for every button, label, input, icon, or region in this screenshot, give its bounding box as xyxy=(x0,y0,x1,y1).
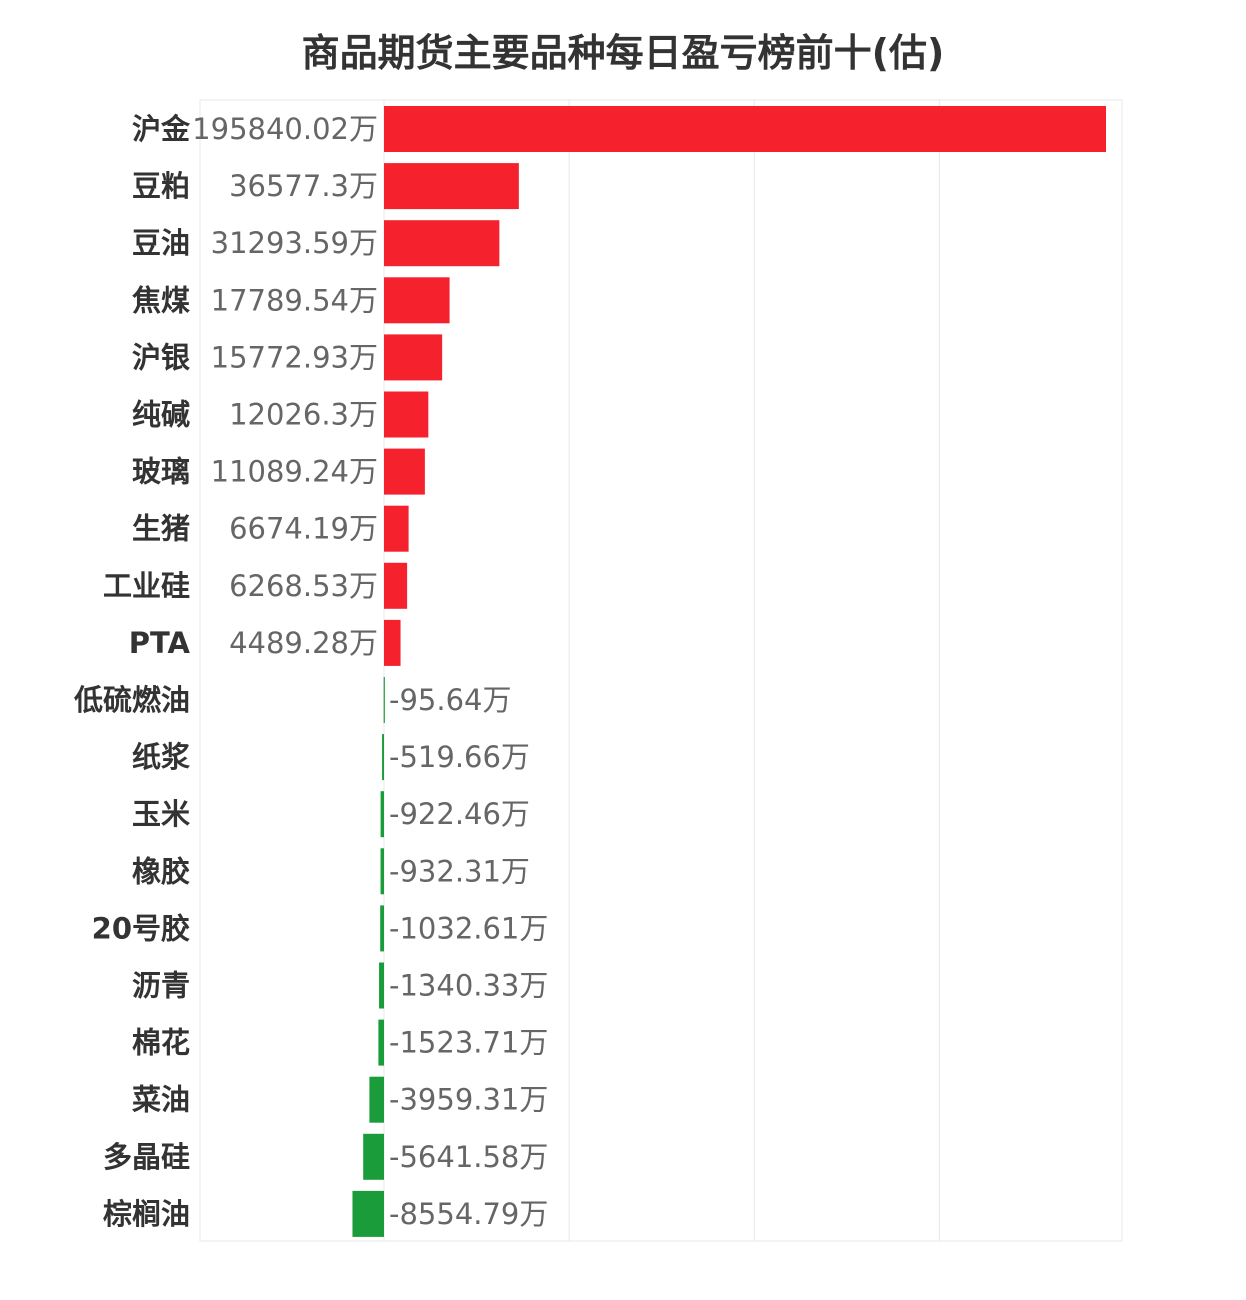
plot-area xyxy=(199,99,1123,1242)
category-label: 工业硅 xyxy=(103,569,190,603)
category-label: 多晶硅 xyxy=(103,1140,190,1174)
value-label: 36577.3万 xyxy=(229,169,378,203)
bar xyxy=(378,1019,384,1066)
bar xyxy=(379,962,384,1009)
value-label: -8554.79万 xyxy=(389,1197,548,1231)
bar xyxy=(384,562,408,609)
value-label: 12026.3万 xyxy=(229,398,378,432)
value-label: 6674.19万 xyxy=(229,512,378,546)
category-label: 低硫燃油 xyxy=(73,683,190,717)
chart-title: 商品期货主要品种每日盈亏榜前十(估) xyxy=(301,31,945,75)
bar xyxy=(384,505,409,552)
category-label: 20号胶 xyxy=(92,911,190,945)
bar xyxy=(384,391,429,438)
category-label: 豆油 xyxy=(132,226,190,260)
category-label: 沥青 xyxy=(132,969,190,1003)
bar xyxy=(380,905,384,952)
bar xyxy=(384,106,1106,152)
bar xyxy=(384,277,450,324)
bar xyxy=(384,448,425,495)
category-label: 菜油 xyxy=(132,1083,190,1117)
bar xyxy=(384,163,519,210)
bar xyxy=(380,848,384,895)
value-label: -95.64万 xyxy=(389,683,512,717)
category-label: 橡胶 xyxy=(132,854,190,888)
category-label: 生猪 xyxy=(132,512,190,546)
bar xyxy=(352,1190,384,1237)
value-label: 4489.28万 xyxy=(229,626,378,660)
category-label: 玉米 xyxy=(132,797,190,831)
bar xyxy=(384,334,443,381)
value-label: 11089.24万 xyxy=(211,455,378,489)
value-label: -5641.58万 xyxy=(389,1140,548,1174)
bar xyxy=(383,677,385,723)
category-label: 沪银 xyxy=(132,340,190,374)
value-label: 17789.54万 xyxy=(211,283,378,317)
bar xyxy=(363,1133,384,1180)
bar xyxy=(369,1076,384,1123)
value-label: 6268.53万 xyxy=(229,569,378,603)
value-label: -3959.31万 xyxy=(389,1083,548,1117)
bar xyxy=(384,619,401,666)
value-label: 15772.93万 xyxy=(211,340,378,374)
value-label: 195840.02万 xyxy=(192,112,378,146)
category-label: 沪金 xyxy=(132,112,191,146)
bar xyxy=(382,734,384,781)
category-label: 玻璃 xyxy=(132,455,190,489)
category-label: 棕榈油 xyxy=(103,1197,190,1231)
category-label: 豆粕 xyxy=(132,169,190,203)
value-label: -922.46万 xyxy=(389,797,530,831)
value-label: -1523.71万 xyxy=(389,1026,548,1060)
value-label: -932.31万 xyxy=(389,854,530,888)
value-label: -519.66万 xyxy=(389,740,530,774)
category-label: 纯碱 xyxy=(132,398,190,432)
bar xyxy=(380,791,384,838)
category-label: 焦煤 xyxy=(132,283,190,317)
value-label: -1032.61万 xyxy=(389,911,548,945)
category-label: PTA xyxy=(129,626,191,660)
value-label: -1340.33万 xyxy=(389,969,548,1003)
bar xyxy=(384,220,500,267)
category-label: 棉花 xyxy=(132,1026,190,1060)
value-label: 31293.59万 xyxy=(211,226,378,260)
category-label: 纸浆 xyxy=(132,740,191,774)
